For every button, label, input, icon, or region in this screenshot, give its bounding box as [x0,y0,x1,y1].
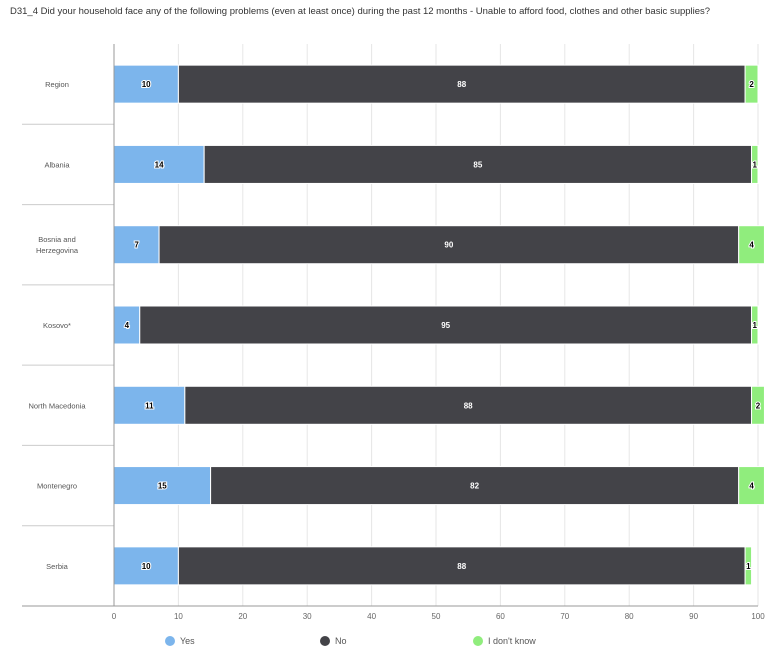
data-label: 11 [145,401,154,410]
bar-segment [177,64,746,104]
x-tick-label: 10 [174,612,183,621]
x-tick-label: 0 [112,612,117,621]
bar-segment [113,385,186,425]
x-tick-label: 90 [689,612,698,621]
category-label-line: Serbia [46,562,69,571]
x-tick-label: 20 [238,612,247,621]
data-label: 4 [749,482,754,491]
category-label: Albania [44,160,70,169]
bar-segment [210,466,740,506]
category-label-line: Bosnia and [38,235,76,244]
bar-segment [744,546,753,586]
bar-segment [751,144,759,184]
bar-segment [744,64,759,104]
data-label: 2 [756,401,761,410]
category-label: Serbia [46,562,69,571]
data-label: 14 [155,160,164,169]
category-label: Region [45,80,69,89]
data-label: 1 [746,562,751,571]
legend-marker [320,636,330,646]
category-label: North Macedonia [28,401,86,410]
x-tick-label: 60 [496,612,505,621]
category-label-line: Herzegovina [36,246,79,255]
legend-label: Yes [180,636,195,646]
bar-segment [139,305,753,345]
bar-segment [738,225,765,265]
chart-title: D31_4 Did your household face any of the… [10,6,711,17]
bar-segment [738,466,765,506]
x-tick-label: 80 [625,612,634,621]
category-label-line: North Macedonia [28,401,86,410]
bar-segment [113,466,212,506]
category-label-line: Region [45,80,69,89]
data-label: 88 [457,562,466,571]
category-label-line: Kosovo* [43,321,71,330]
legend-marker [165,636,175,646]
category-label: Bosnia and Herzegovina [36,235,79,255]
legend-label: No [335,636,347,646]
bar-segment [113,305,141,345]
data-label: 88 [464,401,473,410]
x-tick-label: 40 [367,612,376,621]
category-label: Montenegro [37,482,77,491]
category-label-line: Montenegro [37,482,77,491]
data-label: 4 [125,321,130,330]
data-label: 1 [753,160,758,169]
bar-segment [751,305,759,345]
data-label: 7 [134,241,139,250]
bar-segment [184,385,753,425]
category-label-line: Albania [44,160,70,169]
data-label: 95 [441,321,450,330]
data-label: 82 [470,482,479,491]
category-label: Kosovo* [43,321,71,330]
x-tick-label: 30 [303,612,312,621]
data-label: 10 [142,562,151,571]
legend-label: I don't know [488,636,536,646]
data-label: 1 [753,321,758,330]
data-label: 4 [749,241,754,250]
x-tick-label: 50 [432,612,441,621]
bar-segment [177,546,746,586]
data-label: 10 [142,80,151,89]
data-label: 15 [158,482,167,491]
data-label: 88 [457,80,466,89]
legend-marker [473,636,483,646]
bar-segment [751,385,765,425]
data-label: 2 [749,80,754,89]
x-tick-label: 70 [560,612,569,621]
data-label: 90 [444,241,453,250]
bar-segment [113,225,160,265]
bar-segment [158,225,740,265]
data-label: 85 [473,160,482,169]
x-tick-label: 100 [751,612,765,621]
